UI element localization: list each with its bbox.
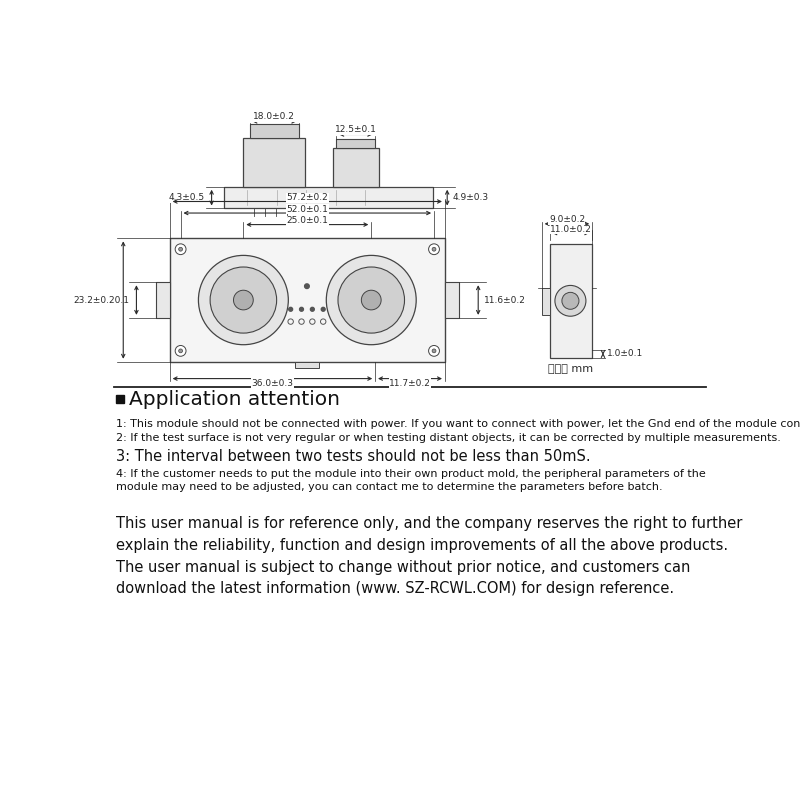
Text: 4: If the customer needs to put the module into their own product mold, the peri: 4: If the customer needs to put the modu… <box>115 469 706 492</box>
Circle shape <box>198 255 288 345</box>
Text: 1: This module should not be connected with power. If you want to connect with p: 1: This module should not be connected w… <box>115 419 800 430</box>
Circle shape <box>175 346 186 356</box>
Bar <box>243 138 306 187</box>
Text: 2: If the test surface is not very regular or when testing distant objects, it c: 2: If the test surface is not very regul… <box>115 434 780 443</box>
Circle shape <box>326 255 416 345</box>
Text: 11.6±0.2: 11.6±0.2 <box>484 295 526 305</box>
Circle shape <box>432 247 436 251</box>
Bar <box>550 244 592 358</box>
Text: 9.0±0.2: 9.0±0.2 <box>549 215 585 225</box>
Bar <box>295 362 318 368</box>
Circle shape <box>310 307 314 311</box>
Bar <box>542 288 550 314</box>
Bar <box>336 139 375 148</box>
Text: 11.7±0.2: 11.7±0.2 <box>389 378 431 388</box>
Text: 4.9±0.3: 4.9±0.3 <box>452 193 489 202</box>
Circle shape <box>362 290 381 310</box>
Circle shape <box>322 307 325 311</box>
Circle shape <box>432 349 436 353</box>
Circle shape <box>234 290 254 310</box>
Text: 18.0±0.1: 18.0±0.1 <box>88 295 130 305</box>
Circle shape <box>555 286 586 316</box>
Text: Application attention: Application attention <box>130 390 341 409</box>
Circle shape <box>338 267 405 333</box>
Circle shape <box>175 244 186 254</box>
Bar <box>170 238 445 362</box>
Bar <box>333 148 379 187</box>
Circle shape <box>289 307 293 311</box>
Bar <box>250 125 299 138</box>
Bar <box>224 187 434 209</box>
Text: 4.3±0.5: 4.3±0.5 <box>169 193 205 202</box>
Bar <box>156 282 170 318</box>
Circle shape <box>562 292 579 310</box>
Text: This user manual is for reference only, and the company reserves the right to fu: This user manual is for reference only, … <box>115 517 742 596</box>
Text: 36.0±0.3: 36.0±0.3 <box>251 378 294 388</box>
Circle shape <box>210 267 277 333</box>
Circle shape <box>429 346 439 356</box>
Circle shape <box>299 307 303 311</box>
Text: 1.0±0.1: 1.0±0.1 <box>606 350 643 358</box>
Text: 18.0±0.2: 18.0±0.2 <box>254 112 295 122</box>
Circle shape <box>178 349 182 353</box>
Text: 12.5±0.1: 12.5±0.1 <box>335 126 377 134</box>
Circle shape <box>178 247 182 251</box>
Text: 52.0±0.1: 52.0±0.1 <box>286 205 328 214</box>
Circle shape <box>305 284 310 289</box>
Text: 单位： mm: 单位： mm <box>548 364 593 374</box>
Bar <box>115 394 124 403</box>
Bar <box>445 282 459 318</box>
Text: 57.2±0.2: 57.2±0.2 <box>286 193 328 202</box>
Text: 23.2±0.2: 23.2±0.2 <box>73 295 114 305</box>
Text: 25.0±0.1: 25.0±0.1 <box>286 216 328 226</box>
Text: 11.0±0.2: 11.0±0.2 <box>550 225 592 234</box>
Circle shape <box>429 244 439 254</box>
Text: 3: The interval between two tests should not be less than 50mS.: 3: The interval between two tests should… <box>115 449 590 464</box>
